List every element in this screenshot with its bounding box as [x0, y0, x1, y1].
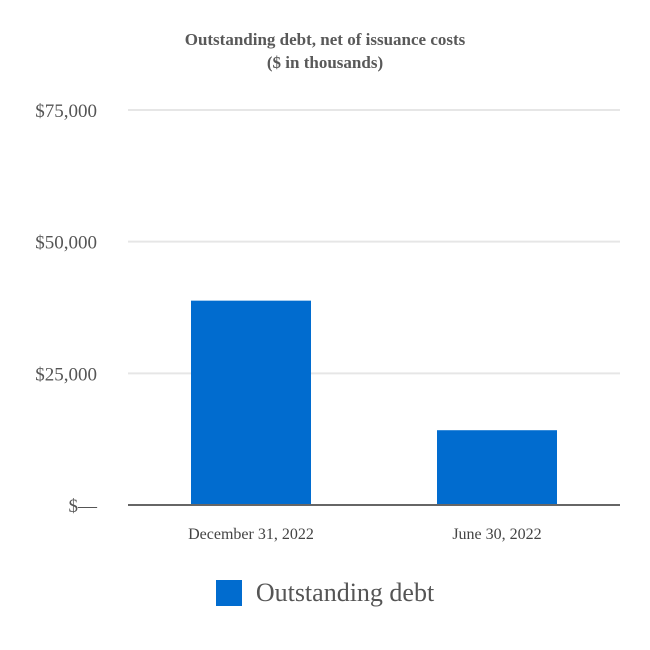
bar — [191, 300, 311, 505]
chart-title: Outstanding debt, net of issuance costs … — [0, 28, 650, 74]
x-tick-label: December 31, 2022 — [188, 526, 314, 543]
chart-subtitle: ($ in thousands) — [266, 53, 384, 72]
legend-swatch — [215, 580, 242, 606]
y-tick-label: $75,000 — [35, 101, 97, 122]
legend-label: Outstanding debt — [255, 578, 435, 607]
y-tick-label: $— — [69, 496, 99, 517]
legend: Outstanding debt — [0, 578, 650, 608]
y-tick-label: $50,000 — [35, 233, 97, 254]
chart-title-line: Outstanding debt, net of issuance costs — [184, 30, 466, 49]
x-tick-label: June 30, 2022 — [452, 526, 541, 543]
y-tick-label: $25,000 — [35, 364, 97, 385]
bar — [437, 430, 557, 505]
